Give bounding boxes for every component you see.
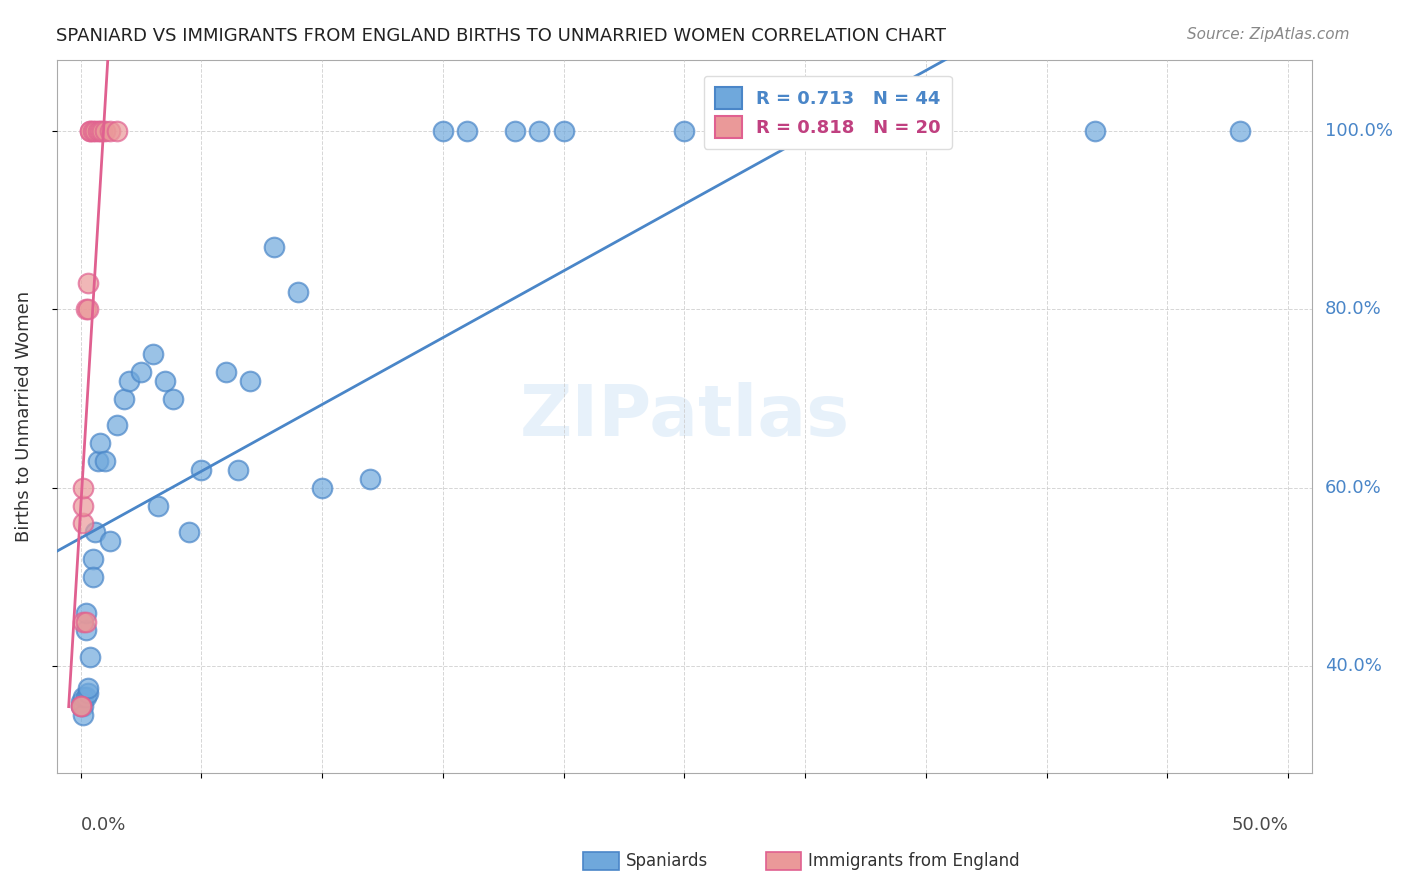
Point bbox=[82, 552, 104, 566]
Point bbox=[77, 686, 100, 700]
Point bbox=[155, 374, 177, 388]
Point bbox=[77, 302, 100, 317]
Point bbox=[75, 302, 97, 317]
Point bbox=[263, 240, 285, 254]
Point bbox=[75, 690, 97, 705]
Point bbox=[1229, 124, 1251, 138]
Point bbox=[86, 124, 108, 138]
Point bbox=[94, 454, 117, 468]
Text: 40.0%: 40.0% bbox=[1324, 657, 1382, 675]
Point bbox=[226, 463, 249, 477]
Point bbox=[72, 690, 94, 705]
Point bbox=[553, 124, 575, 138]
Point bbox=[69, 699, 91, 714]
Point bbox=[84, 124, 107, 138]
Point bbox=[146, 499, 169, 513]
Point bbox=[142, 347, 165, 361]
Point bbox=[72, 516, 94, 531]
Point bbox=[162, 392, 184, 406]
Point bbox=[72, 615, 94, 629]
Point bbox=[432, 124, 454, 138]
Point bbox=[214, 365, 236, 379]
Point bbox=[505, 124, 527, 138]
Legend: R = 0.713   N = 44, R = 0.818   N = 20: R = 0.713 N = 44, R = 0.818 N = 20 bbox=[704, 76, 952, 149]
Point bbox=[105, 124, 128, 138]
Point bbox=[72, 699, 94, 714]
Point bbox=[72, 481, 94, 495]
Point bbox=[86, 454, 108, 468]
Point bbox=[112, 392, 135, 406]
Text: Immigrants from England: Immigrants from England bbox=[808, 852, 1021, 870]
Point bbox=[529, 124, 551, 138]
Point bbox=[456, 124, 478, 138]
Point bbox=[79, 124, 101, 138]
Text: 50.0%: 50.0% bbox=[1232, 816, 1288, 834]
Point bbox=[79, 124, 101, 138]
Point bbox=[190, 463, 212, 477]
Point bbox=[91, 124, 114, 138]
Point bbox=[1084, 124, 1107, 138]
Point bbox=[84, 525, 107, 540]
Point bbox=[89, 436, 111, 450]
Text: 0.0%: 0.0% bbox=[80, 816, 127, 834]
Point bbox=[75, 624, 97, 638]
Text: SPANIARD VS IMMIGRANTS FROM ENGLAND BIRTHS TO UNMARRIED WOMEN CORRELATION CHART: SPANIARD VS IMMIGRANTS FROM ENGLAND BIRT… bbox=[56, 27, 946, 45]
Point bbox=[105, 418, 128, 433]
Y-axis label: Births to Unmarried Women: Births to Unmarried Women bbox=[15, 291, 32, 542]
Text: 60.0%: 60.0% bbox=[1324, 479, 1382, 497]
Text: 100.0%: 100.0% bbox=[1324, 122, 1393, 140]
Point bbox=[72, 708, 94, 723]
Point bbox=[75, 606, 97, 620]
Point bbox=[75, 615, 97, 629]
Point bbox=[82, 570, 104, 584]
Point bbox=[79, 650, 101, 665]
Point bbox=[98, 534, 121, 549]
Point bbox=[69, 699, 91, 714]
Point bbox=[77, 276, 100, 290]
Point bbox=[360, 472, 382, 486]
Text: 80.0%: 80.0% bbox=[1324, 301, 1382, 318]
Point bbox=[82, 124, 104, 138]
Point bbox=[69, 699, 91, 714]
Point bbox=[77, 681, 100, 696]
Point bbox=[69, 695, 91, 709]
Point bbox=[89, 124, 111, 138]
Point bbox=[118, 374, 141, 388]
Point bbox=[914, 124, 936, 138]
Text: Source: ZipAtlas.com: Source: ZipAtlas.com bbox=[1187, 27, 1350, 42]
Point bbox=[311, 481, 333, 495]
Point bbox=[94, 124, 117, 138]
Point bbox=[239, 374, 262, 388]
Point bbox=[98, 124, 121, 138]
Point bbox=[287, 285, 309, 299]
Point bbox=[673, 124, 696, 138]
Text: ZIPatlas: ZIPatlas bbox=[519, 382, 849, 450]
Point bbox=[179, 525, 201, 540]
Point bbox=[72, 499, 94, 513]
Point bbox=[129, 365, 152, 379]
Text: Spaniards: Spaniards bbox=[626, 852, 707, 870]
